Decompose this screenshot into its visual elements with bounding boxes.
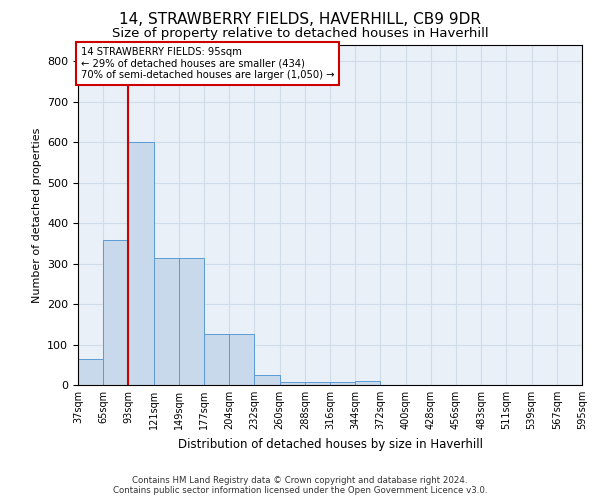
Y-axis label: Number of detached properties: Number of detached properties bbox=[32, 128, 41, 302]
Bar bbox=[103, 240, 128, 385]
Bar bbox=[204, 334, 229, 385]
Text: 14 STRAWBERRY FIELDS: 95sqm
← 29% of detached houses are smaller (434)
70% of se: 14 STRAWBERRY FIELDS: 95sqm ← 29% of det… bbox=[80, 46, 334, 80]
Text: 14, STRAWBERRY FIELDS, HAVERHILL, CB9 9DR: 14, STRAWBERRY FIELDS, HAVERHILL, CB9 9D… bbox=[119, 12, 481, 28]
Bar bbox=[179, 258, 204, 385]
Bar bbox=[78, 358, 103, 385]
Bar bbox=[305, 382, 330, 385]
X-axis label: Distribution of detached houses by size in Haverhill: Distribution of detached houses by size … bbox=[178, 438, 482, 450]
Bar bbox=[154, 258, 179, 385]
Bar bbox=[330, 382, 355, 385]
Bar bbox=[128, 142, 154, 385]
Bar bbox=[254, 375, 280, 385]
Bar bbox=[229, 334, 254, 385]
Text: Size of property relative to detached houses in Haverhill: Size of property relative to detached ho… bbox=[112, 28, 488, 40]
Bar bbox=[280, 382, 305, 385]
Bar bbox=[355, 381, 380, 385]
Text: Contains HM Land Registry data © Crown copyright and database right 2024.
Contai: Contains HM Land Registry data © Crown c… bbox=[113, 476, 487, 495]
